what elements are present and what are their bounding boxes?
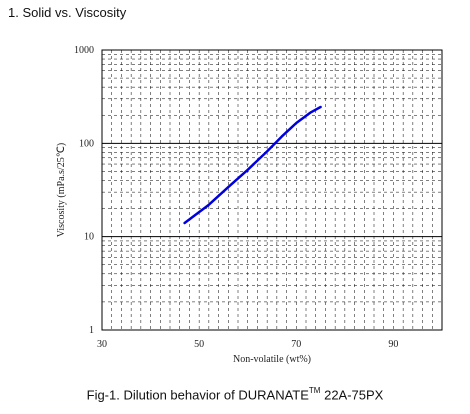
- x-tick-label: 70: [291, 339, 301, 350]
- y-tick-label: 1: [89, 325, 94, 336]
- section-title: 1. Solid vs. Viscosity: [8, 5, 127, 20]
- x-tick-label: 50: [194, 339, 204, 350]
- series-line: [183, 105, 322, 225]
- caption-trademark: TM: [308, 386, 321, 395]
- plot-frame: [101, 49, 443, 331]
- caption-text: Fig-1. Dilution behavior of DURANATE: [86, 387, 309, 403]
- figure-caption: Fig-1. Dilution behavior of DURANATETM 2…: [0, 386, 470, 403]
- x-axis-label: Non-volatile (wt%): [233, 354, 311, 365]
- y-tick-label: 1000: [74, 45, 94, 56]
- y-tick-label: 100: [79, 138, 94, 149]
- x-tick-label: 90: [388, 339, 398, 350]
- x-tick-label: 30: [97, 339, 107, 350]
- chart-grid: [102, 50, 442, 330]
- y-axis-label: Viscosity (mPa.s/25℃): [56, 143, 67, 238]
- y-tick-label: 10: [84, 232, 94, 243]
- caption-product: 22A-75PX: [320, 387, 384, 403]
